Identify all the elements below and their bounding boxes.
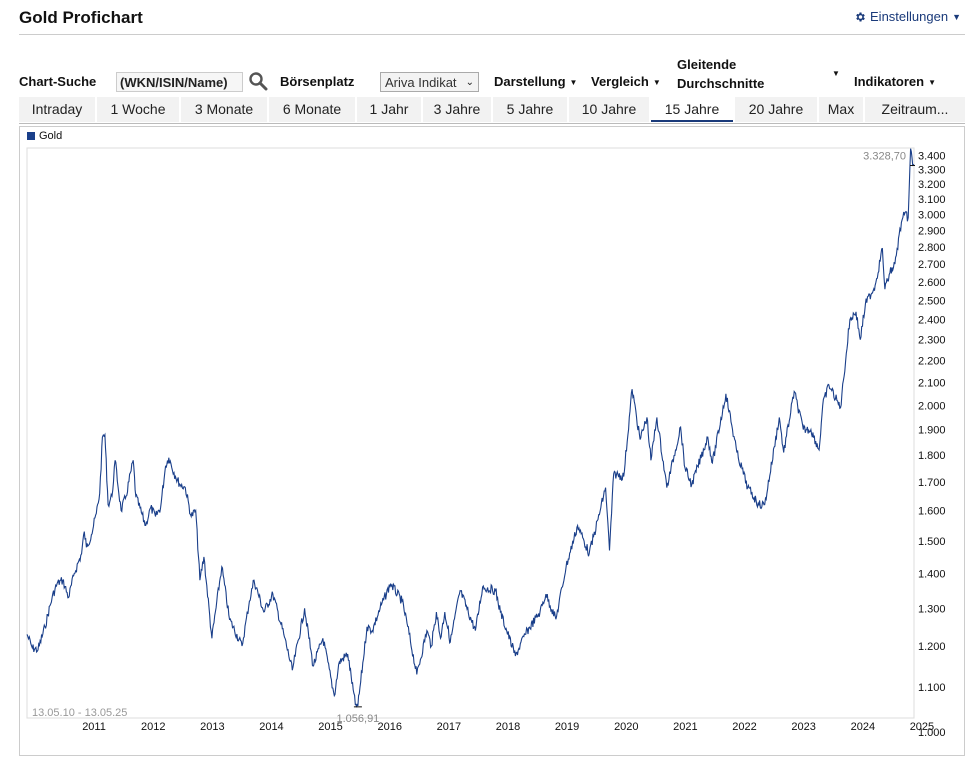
chevron-down-icon[interactable]: ▼ [832,69,840,78]
chevron-down-icon: ▼ [952,11,961,22]
x-tick-label: 2011 [82,721,106,733]
plot-area [26,147,915,719]
x-tick-label: 2015 [318,721,342,733]
exchange-label: Börsenplatz [280,74,355,89]
y-tick-label: 2.700 [918,259,946,271]
compare-label: Vergleich [591,74,649,89]
moving-average-dropdown[interactable]: Gleitende Durchschnitte [677,55,764,93]
x-tick-label: 2023 [791,721,815,733]
moving-average-label-line2: Durchschnitte [677,76,765,91]
exchange-select-value: Ariva Indikat [385,74,457,90]
search-input[interactable]: (WKN/ISIN/Name) [116,72,243,92]
chevron-down-icon: ▼ [652,78,661,88]
y-tick-label: 1.100 [918,682,946,694]
tab-zeitraum[interactable]: Zeitraum... [865,97,965,122]
tab-max[interactable]: Max [819,97,863,122]
x-tick-label: 2012 [141,721,165,733]
y-tick-label: 2.800 [918,242,946,254]
legend-swatch [27,132,35,140]
x-tick-label: 2019 [555,721,579,733]
y-tick-label: 2.000 [918,400,946,412]
y-tick-label: 2.100 [918,377,946,389]
chart-toolbar: Chart-Suche (WKN/ISIN/Name) Börsenplatz … [19,55,965,95]
y-tick-label: 3.100 [918,194,946,206]
tab-1-jahr[interactable]: 1 Jahr [357,97,421,122]
timeframe-tabs: Intraday 1 Woche 3 Monate 6 Monate 1 Jah… [19,97,965,124]
y-tick-label: 2.900 [918,225,946,237]
y-tick-label: 1.700 [918,477,946,489]
display-label: Darstellung [494,74,566,89]
y-tick-label: 1.800 [918,450,946,462]
gold-price-line [26,148,915,708]
y-tick-label: 1.400 [918,568,946,580]
y-tick-label: 2.500 [918,295,946,307]
settings-button[interactable]: Einstellungen ▼ [854,9,961,24]
chevron-down-icon: ⌄ [465,76,474,88]
y-tick-label: 3.300 [918,165,946,177]
x-tick-label: 2022 [732,721,756,733]
y-tick-label: 1.600 [918,506,946,518]
tab-15-jahre[interactable]: 15 Jahre [651,97,733,122]
x-tick-label: 2013 [200,721,224,733]
chart-search-label: Chart-Suche [19,74,97,89]
chart-frame [19,126,965,756]
compare-dropdown[interactable]: Vergleich ▼ [591,74,661,89]
tab-3-monate[interactable]: 3 Monate [181,97,267,122]
x-tick-label: 2016 [378,721,402,733]
y-tick-label: 3.400 [918,151,946,163]
x-tick-label: 2014 [259,721,283,733]
y-tick-label: 3.200 [918,179,946,191]
x-tick-label: 2020 [614,721,638,733]
x-tick-label: 2017 [437,721,461,733]
tab-1-woche[interactable]: 1 Woche [97,97,179,122]
y-tick-label: 1.500 [918,536,946,548]
tab-5-jahre[interactable]: 5 Jahre [493,97,567,122]
max-value-label: 3.328,70 [863,150,906,162]
x-tick-label: 2024 [851,721,875,733]
y-tick-label: 2.400 [918,315,946,327]
indicators-dropdown[interactable]: Indikatoren ▼ [854,74,936,89]
legend-label: Gold [39,130,63,142]
y-tick-label: 2.300 [918,335,946,347]
tab-6-monate[interactable]: 6 Monate [269,97,355,122]
y-tick-label: 3.000 [918,209,946,221]
y-tick-label: 1.200 [918,641,946,653]
tab-10-jahre[interactable]: 10 Jahre [569,97,649,122]
tab-intraday[interactable]: Intraday [19,97,95,122]
min-value-label: 1.056,91 [336,713,379,725]
y-tick-label: 1.900 [918,425,946,437]
tab-3-jahre[interactable]: 3 Jahre [423,97,491,122]
tab-20-jahre[interactable]: 20 Jahre [735,97,817,122]
y-tick-label: 1.300 [918,603,946,615]
moving-average-label-line1: Gleitende [677,57,737,72]
display-dropdown[interactable]: Darstellung ▼ [494,74,577,89]
chart-legend: Gold [27,130,62,142]
chevron-down-icon: ▼ [569,78,578,88]
x-tick-label: 2018 [496,721,520,733]
y-tick-label: 2.200 [918,356,946,368]
indicators-label: Indikatoren [854,74,925,89]
page-title: Gold Profichart [19,8,143,27]
exchange-select[interactable]: Ariva Indikat ⌄ [380,72,479,92]
chevron-down-icon: ▼ [928,78,936,88]
x-tick-label: 2021 [673,721,697,733]
gear-icon [856,12,865,21]
y-tick-label: 2.600 [918,277,946,289]
date-range-label: 13.05.10 - 13.05.25 [32,707,127,719]
y-tick-label: 1.000 [918,727,946,739]
x-tick-label: 2025 [910,721,934,733]
settings-label: Einstellungen [870,9,949,24]
header-divider [19,34,965,35]
search-icon[interactable] [248,71,268,91]
